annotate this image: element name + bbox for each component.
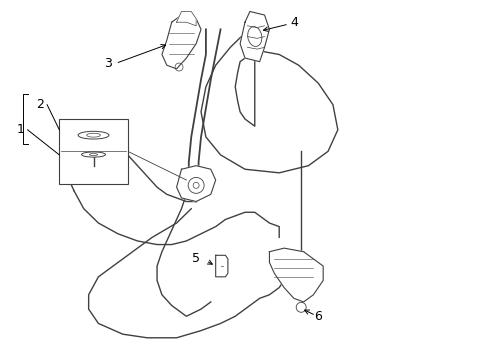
Polygon shape xyxy=(162,15,201,69)
Polygon shape xyxy=(176,12,196,26)
Text: 4: 4 xyxy=(290,16,298,29)
Polygon shape xyxy=(270,248,323,302)
Text: 1: 1 xyxy=(16,123,24,136)
Polygon shape xyxy=(176,166,216,202)
Polygon shape xyxy=(240,12,270,62)
Text: 5: 5 xyxy=(192,252,200,265)
Ellipse shape xyxy=(78,131,109,139)
Text: 6: 6 xyxy=(315,310,322,323)
Text: 2: 2 xyxy=(36,98,44,111)
Ellipse shape xyxy=(81,152,105,157)
Text: 3: 3 xyxy=(104,57,112,70)
Polygon shape xyxy=(216,255,228,277)
Bar xyxy=(59,119,128,184)
